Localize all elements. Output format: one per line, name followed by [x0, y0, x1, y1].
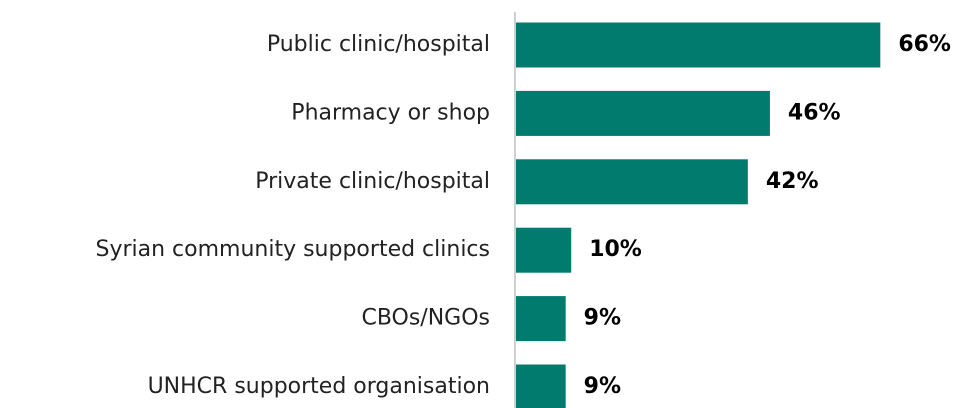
value-label: 42%: [766, 169, 819, 194]
category-label: UNHCR supported organisation: [148, 374, 490, 399]
category-label: CBOs/NGOs: [361, 306, 490, 331]
bar: [516, 227, 572, 273]
bar: [516, 22, 881, 68]
bar: [516, 296, 566, 342]
value-label: 66%: [898, 32, 951, 57]
category-label: Private clinic/hospital: [255, 169, 490, 194]
bar: [516, 364, 566, 408]
value-label: 9%: [584, 306, 621, 331]
category-label: Public clinic/hospital: [267, 32, 490, 57]
value-label: 9%: [584, 374, 621, 399]
category-label: Pharmacy or shop: [291, 100, 490, 125]
bar: [516, 159, 748, 205]
value-label: 46%: [788, 100, 841, 125]
category-label: Syrian community supported clinics: [95, 237, 490, 262]
bar: [516, 90, 770, 136]
value-label: 10%: [589, 237, 642, 262]
